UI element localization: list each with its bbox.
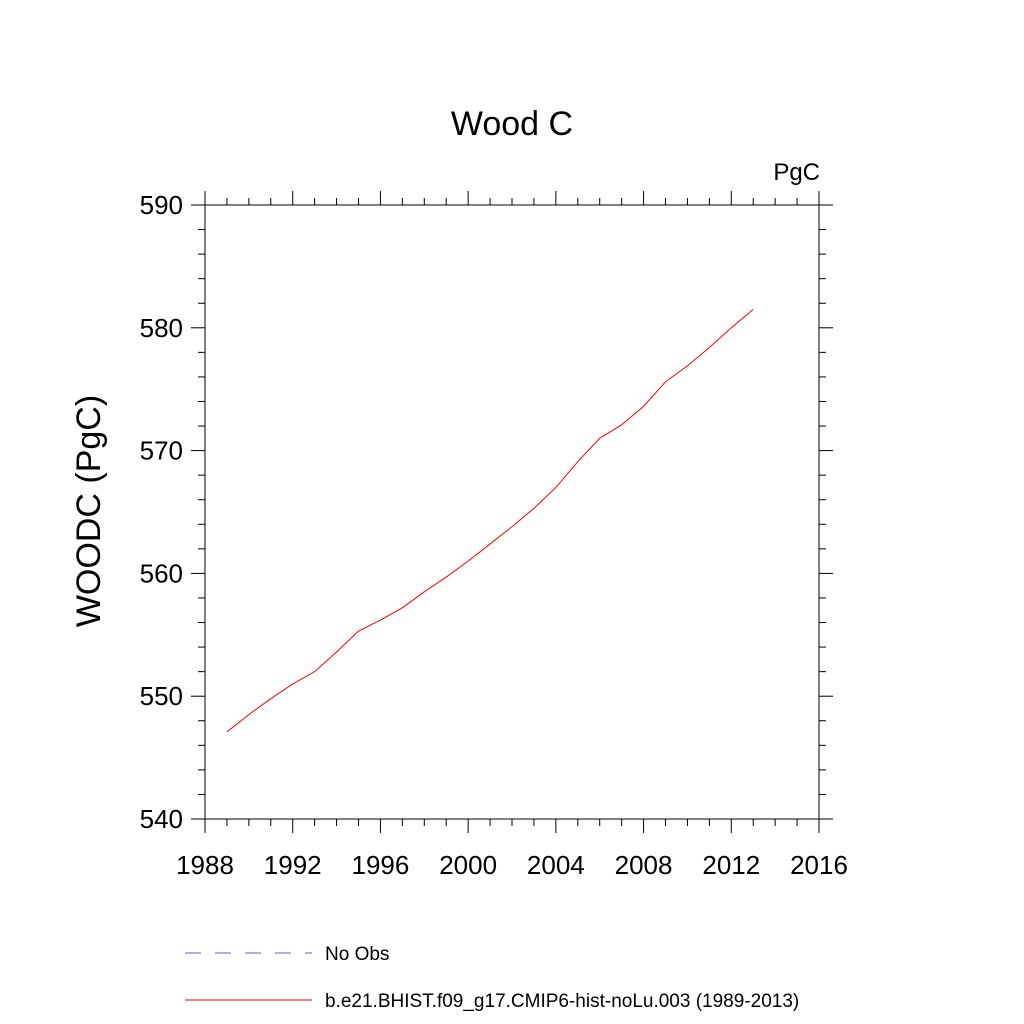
legend: No Obs b.e21.BHIST.f09_g17.CMIP6-hist-noL… (185, 944, 799, 1012)
x-tick-label: 1992 (264, 850, 322, 880)
x-tick-label: 2000 (439, 850, 497, 880)
chart-title: Wood C (451, 105, 573, 143)
y-tick-label: 560 (140, 558, 183, 588)
axis-ticks: 1988 1992 1996 2000 2004 2008 2012 2016 540 550 56… (140, 190, 848, 880)
plot-frame (204, 204, 820, 820)
series-lines (226, 308, 754, 733)
y-tick-label: 550 (140, 681, 183, 711)
y-axis-label: WOODC (PgC) (70, 395, 108, 627)
y-tick-label: 540 (140, 804, 183, 834)
legend-label-1: b.e21.BHIST.f09_g17.CMIP6-hist-noLu.003 … (325, 991, 799, 1012)
x-tick-label: 1996 (352, 850, 410, 880)
y-tick-label: 590 (140, 190, 183, 220)
y-tick-label: 580 (140, 313, 183, 343)
x-tick-label: 2008 (615, 850, 673, 880)
x-tick-label: 2004 (527, 850, 585, 880)
x-tick-label: 2012 (702, 850, 760, 880)
y-tick-label: 570 (140, 436, 183, 466)
units-label: PgC (773, 159, 820, 186)
x-tick-label: 2016 (790, 850, 848, 880)
legend-label-0: No Obs (325, 944, 389, 965)
series-line-1 (226, 308, 754, 733)
x-tick-label: 1988 (176, 850, 234, 880)
